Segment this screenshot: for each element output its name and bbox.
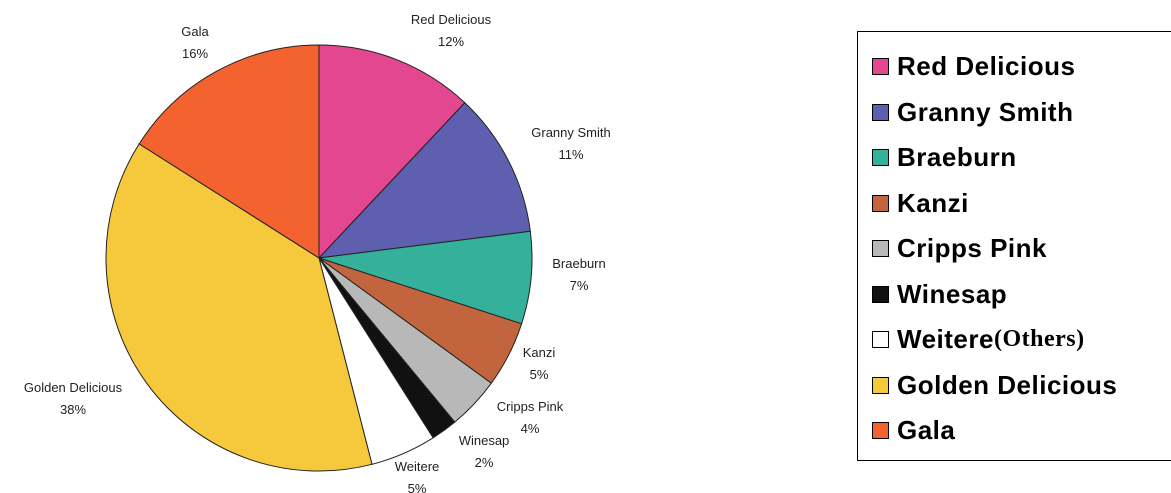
legend-item-gala: Gala bbox=[872, 408, 1171, 454]
slice-label-gala: Gala bbox=[181, 24, 209, 39]
legend-label-suffix: (Others) bbox=[993, 326, 1085, 353]
legend-label: Gala bbox=[897, 415, 956, 446]
legend-item-golden-delicious: Golden Delicious bbox=[872, 363, 1171, 409]
legend-swatch bbox=[872, 149, 889, 167]
pie-chart-svg: Red Delicious 12% Granny Smith 11% Braeburn 7… bbox=[24, 12, 611, 493]
legend-label: Winesap bbox=[897, 278, 1008, 309]
slice-label-red-delicious: Red Delicious bbox=[411, 12, 492, 27]
legend-label: Weitere bbox=[897, 324, 994, 355]
slice-percent-granny-smith: 11% bbox=[558, 147, 583, 162]
pie-slice-golden-delicious bbox=[105, 143, 373, 472]
legend-swatch bbox=[872, 331, 889, 349]
legend-item-cripps-pink: Cripps Pink bbox=[872, 226, 1171, 272]
slice-label-cripps-pink: Cripps Pink bbox=[497, 399, 564, 414]
legend-item-winesap: Winesap bbox=[872, 272, 1171, 318]
slice-percent-winesap: 2% bbox=[475, 455, 494, 470]
chart-legend: Red Delicious Granny Smith Braeburn Kanzi Cr… bbox=[857, 31, 1171, 461]
legend-label: Golden Delicious bbox=[897, 369, 1118, 400]
slice-percent-golden-delicious: 38% bbox=[60, 402, 86, 417]
legend-label: Cripps Pink bbox=[897, 233, 1047, 264]
slice-percent-braeburn: 7% bbox=[570, 278, 589, 293]
slice-percent-kanzi: 5% bbox=[530, 367, 549, 382]
legend-swatch bbox=[872, 376, 889, 394]
legend-item-granny-smith: Granny Smith bbox=[872, 90, 1171, 136]
pie-chart: Red Delicious 12% Granny Smith 11% Braeburn 7… bbox=[24, 12, 611, 493]
legend-item-kanzi: Kanzi bbox=[872, 181, 1171, 227]
slice-percent-gala: 16% bbox=[182, 46, 208, 61]
slice-percent-red-delicious: 12% bbox=[438, 34, 464, 49]
slice-label-kanzi: Kanzi bbox=[523, 345, 556, 360]
slice-label-weitere: Weitere bbox=[395, 459, 440, 474]
legend-swatch bbox=[872, 422, 889, 440]
pie-slice-gala bbox=[138, 44, 320, 259]
slice-percent-weitere: 5% bbox=[408, 481, 427, 493]
legend-label: Kanzi bbox=[897, 187, 969, 218]
slice-label-winesap: Winesap bbox=[459, 433, 510, 448]
legend-item-red-delicious: Red Delicious bbox=[872, 44, 1171, 90]
slice-label-golden-delicious: Golden Delicious bbox=[24, 380, 123, 395]
pie-slice-granny-smith bbox=[317, 102, 531, 259]
legend-swatch bbox=[872, 194, 889, 212]
legend-label: Granny Smith bbox=[897, 96, 1074, 127]
slice-label-braeburn: Braeburn bbox=[552, 256, 605, 271]
slice-percent-cripps-pink: 4% bbox=[521, 421, 540, 436]
legend-item-braeburn: Braeburn bbox=[872, 135, 1171, 181]
legend-swatch bbox=[872, 103, 889, 121]
legend-item-weitere: Weitere (Others) bbox=[872, 317, 1171, 363]
legend-swatch bbox=[872, 240, 889, 258]
legend-swatch bbox=[872, 285, 889, 303]
legend-label: Red Delicious bbox=[897, 51, 1076, 82]
legend-swatch bbox=[872, 58, 889, 76]
slice-label-granny-smith: Granny Smith bbox=[531, 125, 610, 140]
pie-slice-red-delicious bbox=[318, 44, 466, 260]
legend-label: Braeburn bbox=[897, 142, 1017, 173]
